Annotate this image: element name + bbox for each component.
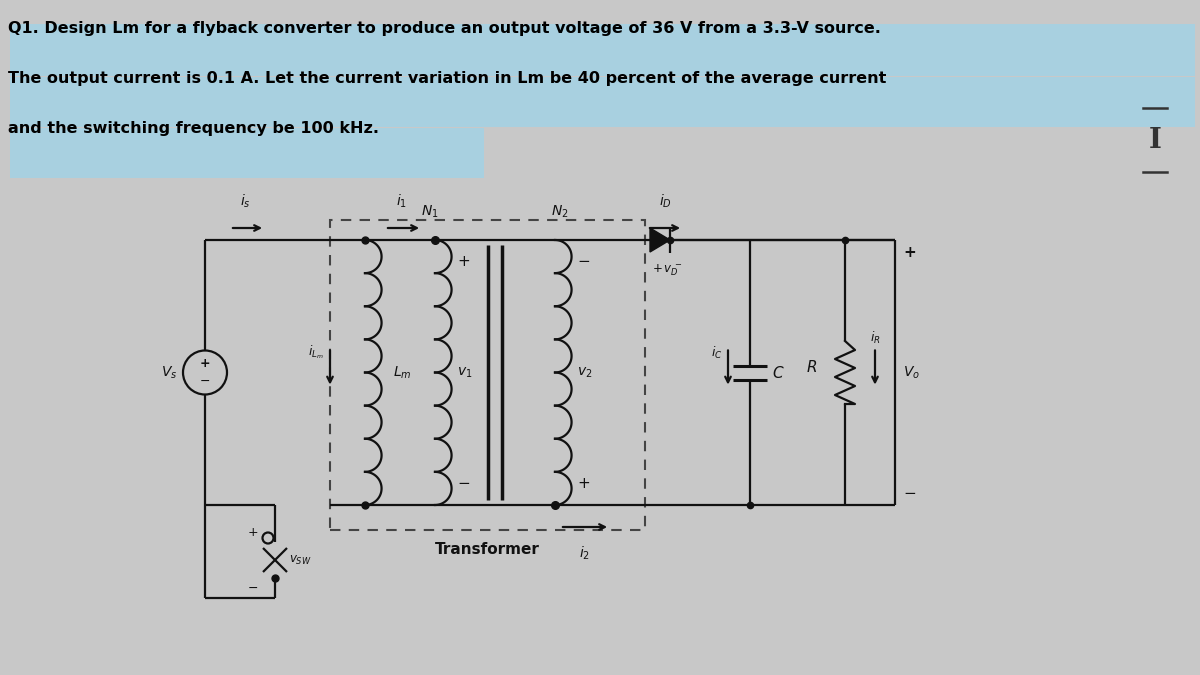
Text: $i_C$: $i_C$ (712, 344, 722, 360)
Text: $i_{L_m}$: $i_{L_m}$ (308, 344, 324, 361)
Text: +: + (577, 475, 589, 491)
Text: +: + (902, 244, 916, 259)
Text: and the switching frequency be 100 kHz.: and the switching frequency be 100 kHz. (8, 121, 379, 136)
Text: +: + (247, 526, 258, 539)
Text: −: − (902, 485, 916, 500)
Text: Q1. Design Lm for a flyback converter to produce an output voltage of 36 V from : Q1. Design Lm for a flyback converter to… (8, 21, 881, 36)
Text: $i_2$: $i_2$ (580, 545, 590, 562)
Text: Transformer: Transformer (436, 542, 540, 557)
Text: $N_1$: $N_1$ (421, 204, 439, 220)
Text: $i_s$: $i_s$ (240, 192, 251, 210)
Text: $V_s$: $V_s$ (161, 364, 178, 381)
Text: $N_2$: $N_2$ (551, 204, 569, 220)
Text: $i_1$: $i_1$ (396, 192, 408, 210)
Text: −: − (199, 375, 210, 388)
Text: $v_1$: $v_1$ (457, 365, 473, 380)
Text: −: − (457, 475, 469, 491)
Text: +: + (457, 254, 469, 269)
Text: $v_{SW}$: $v_{SW}$ (289, 554, 312, 566)
Text: $i_D$: $i_D$ (659, 192, 672, 210)
Text: −: − (577, 254, 589, 269)
Text: −: − (247, 581, 258, 595)
Text: The output current is 0.1 A. Let the current variation in Lm be 40 percent of th: The output current is 0.1 A. Let the cur… (8, 71, 887, 86)
Text: $V_o$: $V_o$ (902, 364, 920, 381)
Text: $+\,v_D^{\,-}\,$: $+\,v_D^{\,-}\,$ (652, 262, 683, 277)
Text: $i_R$: $i_R$ (870, 329, 881, 346)
Polygon shape (650, 228, 670, 252)
Text: $v_2$: $v_2$ (577, 365, 593, 380)
Text: $C$: $C$ (772, 364, 785, 381)
Text: I: I (1148, 126, 1162, 153)
Text: $L_m$: $L_m$ (394, 364, 412, 381)
Text: $R$: $R$ (806, 360, 817, 375)
Text: +: + (199, 357, 210, 370)
